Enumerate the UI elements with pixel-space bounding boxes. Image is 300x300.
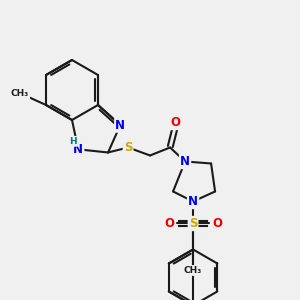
Text: CH₃: CH₃ [184,266,202,275]
Text: N: N [73,143,83,156]
Text: O: O [170,116,180,129]
Text: N: N [115,118,125,132]
Text: N: N [180,155,190,168]
Text: S: S [189,217,197,230]
Text: H: H [69,137,77,146]
Text: CH₃: CH₃ [11,89,29,98]
Text: O: O [164,217,174,230]
Text: S: S [124,141,132,154]
Text: N: N [188,195,198,208]
Text: O: O [212,217,222,230]
